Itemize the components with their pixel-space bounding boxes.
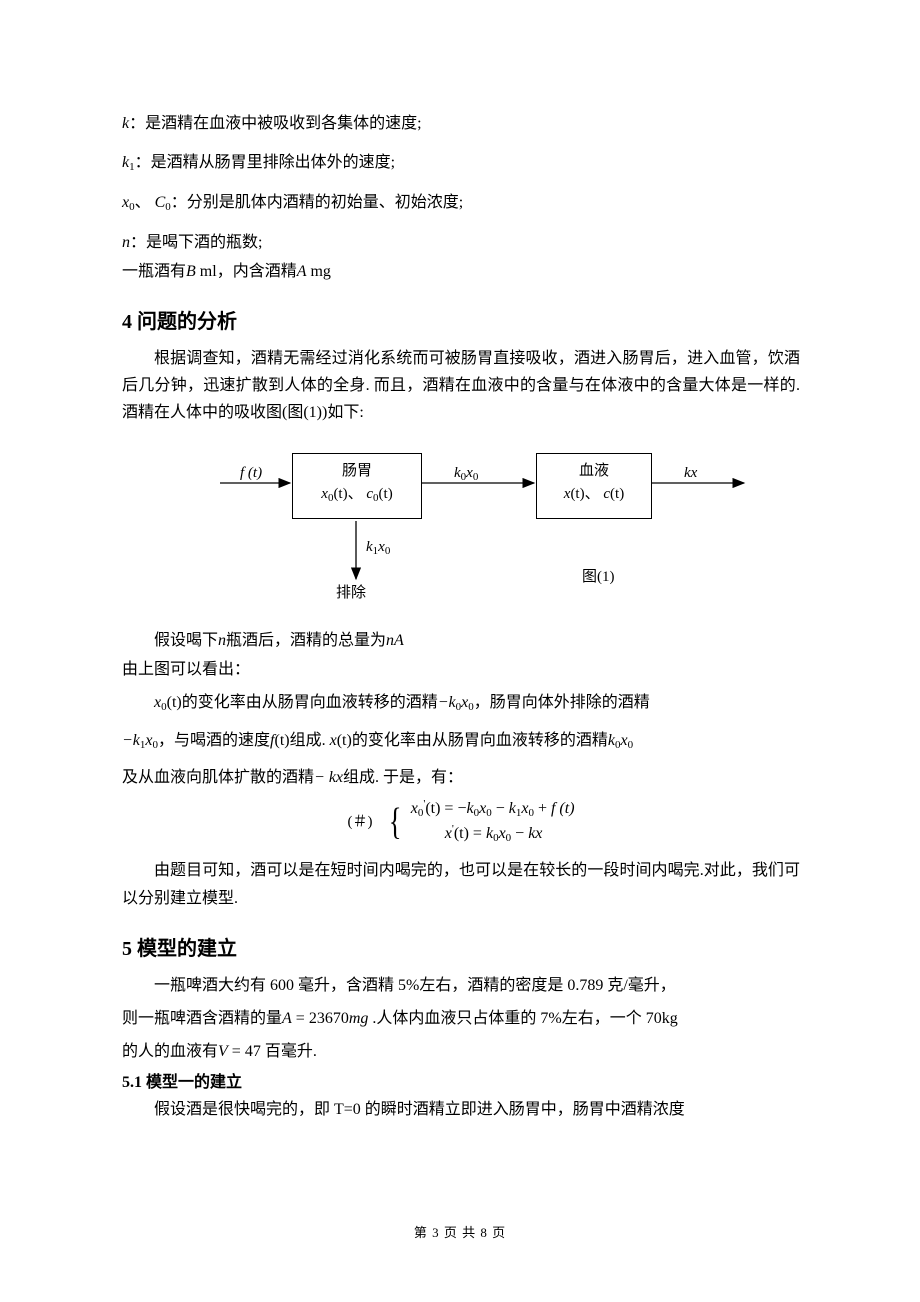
sym-n: n <box>122 234 130 251</box>
sym-k: k <box>122 115 129 132</box>
sec5-1-title: 5.1 模型一的建立 <box>122 1069 800 1096</box>
rate-x0: x0(t)的变化率由从肠胃向血液转移的酒精−k0x0，肠胃向体外排除的酒精 <box>122 689 800 717</box>
lbl-k0x0: k0x0 <box>454 461 478 487</box>
eq-tag: (＃) <box>347 814 372 830</box>
sym-x0: x0 <box>122 194 135 211</box>
box-stomach-vars: x0(t)、 c0(t) <box>293 483 421 507</box>
sec5-title: 5 模型的建立 <box>122 932 800 966</box>
sym-C0: C0 <box>155 194 171 211</box>
after-eq: 由题目可知，酒可以是在短时间内喝完的，也可以是在较长的一段时间内喝完.对此，我们… <box>122 857 800 911</box>
absorption-diagram: f (t) 肠胃 x0(t)、 c0(t) k0x0 血液 x(t)、 c(t)… <box>122 443 800 623</box>
eq-line2: x'(t) = k0x0 − kx <box>411 822 575 847</box>
def-bottle: 一瓶酒有B ml，内含酒精A mg <box>122 258 800 285</box>
lbl-ft: f (t) <box>240 461 262 487</box>
box-stomach: 肠胃 x0(t)、 c0(t) <box>292 453 422 519</box>
box-blood: 血液 x(t)、 c(t) <box>536 453 652 519</box>
sec4-title: 4 问题的分析 <box>122 305 800 339</box>
box-blood-title: 血液 <box>537 460 651 483</box>
page-footer: 第 3 页 共 8 页 <box>0 1222 920 1244</box>
sec5-1-p: 假设酒是很快喝完的，即 T=0 的瞬时酒精立即进入肠胃中，肠胃中酒精浓度 <box>122 1096 800 1123</box>
from-figure: 由上图可以看出： <box>122 656 800 683</box>
lbl-paichu: 排除 <box>336 581 366 607</box>
def-k1: k1：是酒精从肠胃里排除出体外的速度; <box>122 149 800 177</box>
box-stomach-title: 肠胃 <box>293 460 421 483</box>
sec5-p3: 的人的血液有V = 47 百毫升. <box>122 1038 800 1065</box>
lbl-kx: kx <box>684 461 697 487</box>
eq-line1: x0'(t) = −k0x0 − k1x0 + f (t) <box>411 797 575 822</box>
box-blood-vars: x(t)、 c(t) <box>537 483 651 506</box>
assume-line: 假设喝下n瓶酒后，酒精的总量为nA <box>122 627 800 654</box>
rate-x0-cont: −k1x0，与喝酒的速度f(t)组成. x(t)的变化率由从肠胃向血液转移的酒精… <box>122 727 800 755</box>
sec5-p2: 则一瓶啤酒含酒精的量A = 23670mg .人体内血液只占体重的 7%左右，一… <box>122 1005 800 1032</box>
symbol-definitions: kk：是酒精在血液中被吸收到各集体的速度;：是酒精在血液中被吸收到各集体的速度;… <box>122 110 800 285</box>
figure-label: 图(1) <box>582 565 615 591</box>
sec4-p1: 根据调查知，酒精无需经过消化系统而可被肠胃直接吸收，酒进入肠胃后，进入血管，饮酒… <box>122 345 800 427</box>
def-k: kk：是酒精在血液中被吸收到各集体的速度;：是酒精在血液中被吸收到各集体的速度; <box>122 110 800 137</box>
equation-system: (＃) { x0'(t) = −k0x0 − k1x0 + f (t) x'(t… <box>122 797 800 847</box>
lbl-k1x0: k1x0 <box>366 535 390 561</box>
rate-x-cont: 及从血液向肌体扩散的酒精− kx组成. 于是，有： <box>122 764 800 791</box>
brace-icon: { <box>389 803 402 841</box>
def-x0-c0: x0、 C0：分别是肌体内酒精的初始量、初始浓度; <box>122 189 800 217</box>
sec5-p1: 一瓶啤酒大约有 600 毫升，含酒精 5%左右，酒精的密度是 0.789 克/毫… <box>122 972 800 999</box>
sym-k1: k1 <box>122 154 135 171</box>
def-n: n：是喝下酒的瓶数; <box>122 229 800 256</box>
